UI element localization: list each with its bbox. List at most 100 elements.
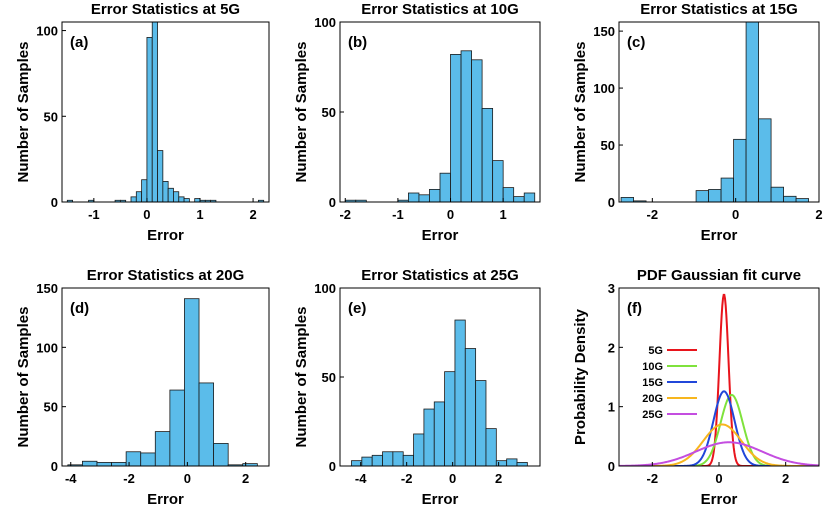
legend-label: 20G	[642, 393, 663, 405]
histogram-bar	[257, 199, 265, 202]
panel-title: Error Statistics at 5G	[91, 1, 240, 18]
histogram-bar	[371, 454, 383, 466]
histogram-bar	[783, 195, 797, 202]
x-tick-label: -4	[65, 471, 77, 486]
x-tick-label: -1	[392, 207, 404, 222]
histogram-bar	[66, 199, 74, 202]
histogram-bar	[523, 192, 536, 202]
histogram-bar	[140, 452, 156, 466]
y-tick-label: 0	[608, 195, 615, 210]
histogram-bar	[183, 198, 190, 202]
y-axis-label: Number of Samples	[293, 307, 310, 448]
y-tick-label: 150	[36, 281, 58, 296]
histogram-bar	[471, 59, 483, 202]
histogram-bar	[758, 118, 772, 202]
panel-label: (e)	[348, 300, 366, 317]
x-tick-label: -2	[123, 471, 135, 486]
x-tick-label: -2	[401, 471, 413, 486]
x-tick-label: 0	[447, 207, 454, 222]
panel-4: Error Statistics at 20G -4 -2 0 2 0 50 100 150 (d…	[15, 267, 270, 508]
histogram-bar	[475, 380, 487, 466]
axes-frame	[618, 21, 820, 203]
histogram-bar	[162, 181, 169, 202]
y-tick-label: 1	[608, 400, 615, 415]
y-tick-label: 0	[329, 459, 336, 474]
histogram-bar	[720, 177, 734, 202]
y-axis-label: Number of Samples	[293, 42, 310, 183]
x-axis-label: Error	[147, 227, 184, 244]
legend-label: 5G	[648, 345, 663, 357]
histogram-bar	[96, 462, 112, 466]
y-axis-label: Number of Samples	[15, 307, 32, 448]
panel-6: PDF Gaussian fit curve 5G 10G 15G 20G 25G -2 0 2…	[572, 267, 820, 508]
panel-3: Error Statistics at 15G -2 0 2 0 50 100 150 (c) E…	[572, 1, 823, 244]
histogram-bar	[620, 197, 634, 202]
y-tick-label: 50	[322, 370, 336, 385]
y-tick-label: 100	[36, 340, 58, 355]
y-tick-label: 50	[601, 138, 615, 153]
y-tick-label: 50	[322, 105, 336, 120]
y-axis-label: Number of Samples	[15, 42, 32, 183]
histogram-bar	[130, 196, 137, 202]
histogram-bar	[82, 460, 98, 466]
histogram-bar	[633, 200, 647, 202]
legend-label: 15G	[642, 377, 663, 389]
histogram-bar	[413, 433, 425, 466]
y-tick-label: 0	[51, 459, 58, 474]
y-tick-label: 150	[593, 24, 615, 39]
histogram-bar	[135, 191, 143, 202]
histogram-bar	[119, 199, 127, 202]
histogram-bar	[516, 462, 528, 466]
y-tick-label: 50	[44, 109, 58, 124]
histogram-bar	[111, 462, 127, 466]
axes-frame	[61, 287, 270, 467]
pdf-curve-5G	[619, 293, 819, 466]
legend: 5G 10G 15G 20G 25G	[642, 345, 697, 421]
histogram-bar	[464, 348, 477, 466]
x-tick-label: 2	[495, 471, 502, 486]
panel-title: Error Statistics at 15G	[640, 1, 798, 18]
x-tick-label: -4	[355, 471, 367, 486]
x-axis-label: Error	[147, 491, 184, 508]
histogram-bar	[502, 187, 515, 202]
panel-label: (b)	[348, 34, 367, 51]
histogram-bar	[167, 187, 174, 202]
histogram-bar	[418, 194, 430, 202]
histogram-bar	[423, 408, 435, 466]
plot-area	[351, 319, 528, 466]
x-tick-label: -2	[339, 207, 351, 222]
y-tick-label: 3	[608, 281, 615, 296]
histogram-bar	[141, 179, 148, 202]
x-tick-label: 2	[249, 207, 256, 222]
legend-label: 25G	[642, 409, 663, 421]
histogram-bar	[382, 451, 394, 466]
x-axis-label: Error	[701, 491, 738, 508]
x-tick-label: 0	[143, 207, 150, 222]
histogram-bar	[695, 190, 709, 202]
pdf-curve-10G	[619, 393, 819, 466]
y-axis-label: Number of Samples	[572, 42, 589, 183]
y-tick-label: 0	[51, 195, 58, 210]
y-tick-label: 100	[593, 81, 615, 96]
x-tick-label: 0	[732, 207, 739, 222]
plot-area	[620, 22, 809, 202]
histogram-bar	[429, 188, 441, 202]
histogram-bar	[444, 371, 456, 466]
histogram-bar	[433, 401, 445, 466]
histogram-bar	[408, 192, 420, 202]
histogram-bar	[708, 189, 722, 202]
histogram-bar	[361, 456, 373, 466]
y-tick-label: 2	[608, 340, 615, 355]
legend-label: 10G	[642, 361, 663, 373]
histogram-bar	[173, 191, 180, 202]
x-tick-label: -2	[647, 207, 659, 222]
histogram-bar	[402, 454, 414, 466]
histogram-bar	[450, 54, 462, 202]
histogram-bar	[392, 451, 404, 466]
plot-area	[67, 298, 258, 466]
x-tick-label: 1	[500, 207, 507, 222]
panel-title: Error Statistics at 10G	[361, 1, 519, 18]
histogram-bar	[745, 22, 759, 202]
histogram-bar	[485, 428, 497, 466]
histogram-bar	[492, 160, 504, 202]
